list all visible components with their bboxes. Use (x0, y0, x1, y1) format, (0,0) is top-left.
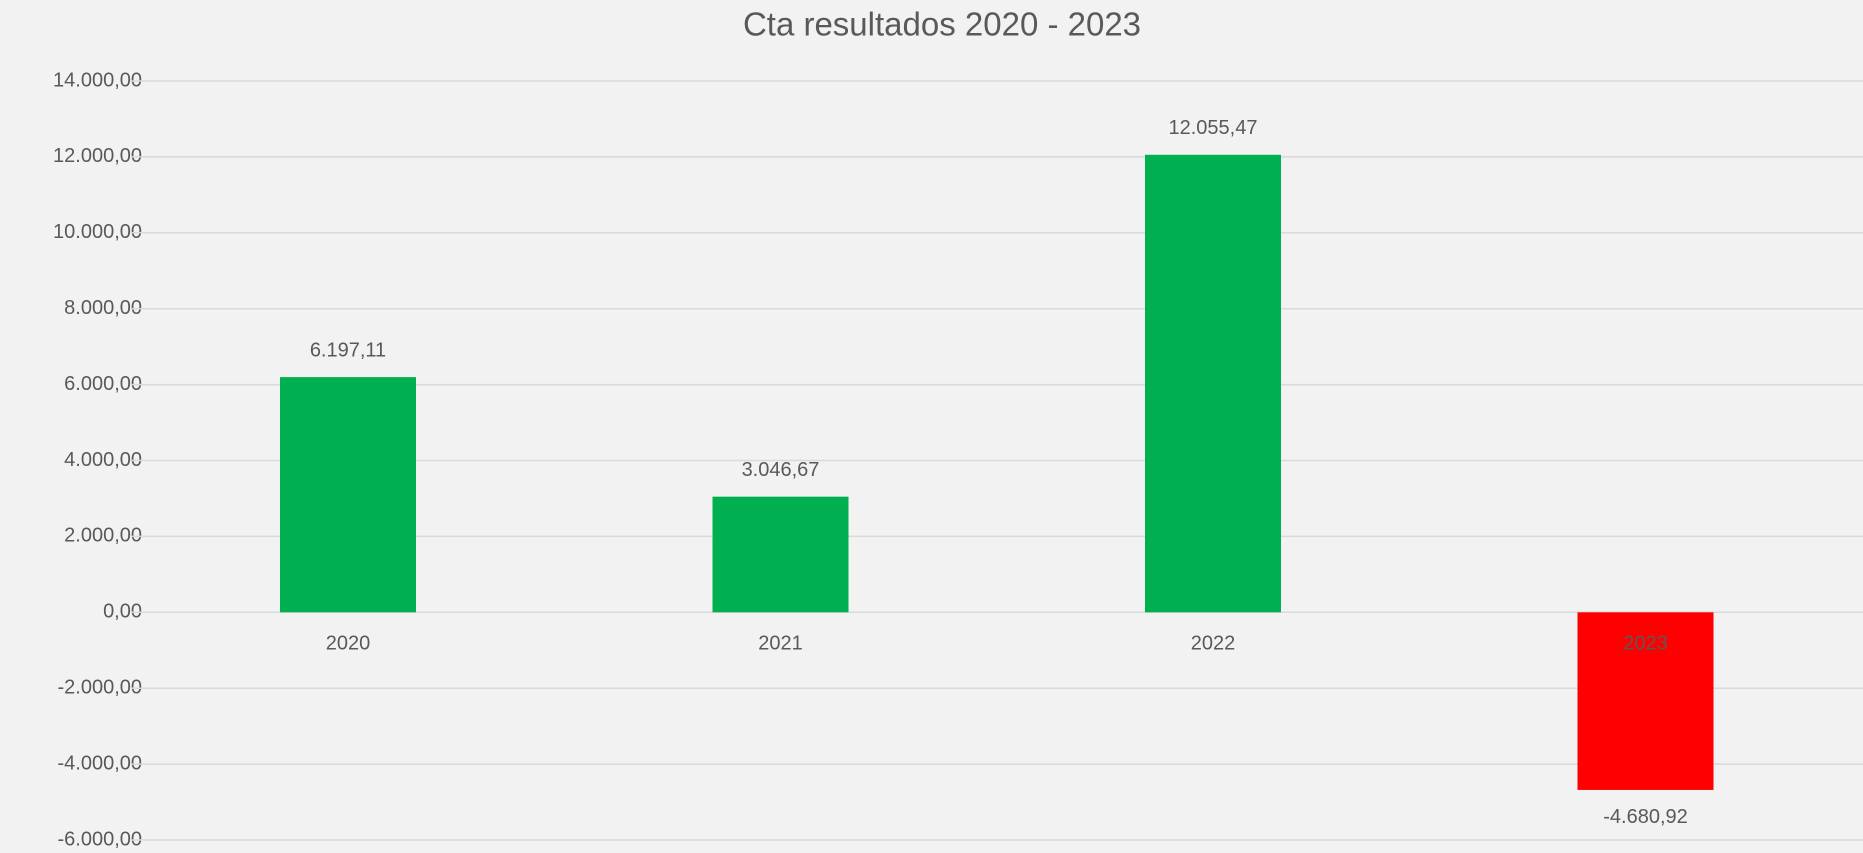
x-tick-label: 2023 (1623, 633, 1668, 655)
y-tick-label: -6.000,00 (57, 828, 142, 850)
y-tick-label: 2.000,00 (64, 525, 142, 547)
y-tick-label: -4.000,00 (57, 752, 142, 774)
y-tick-label: 14.000,00 (53, 69, 142, 91)
data-label: 6.197,11 (310, 339, 386, 361)
bar (1145, 154, 1281, 613)
x-tick-label: 2021 (758, 633, 803, 655)
data-label: -4.680,92 (1603, 806, 1688, 828)
y-tick-label: -2.000,00 (57, 676, 142, 698)
x-tick-label: 2022 (1191, 633, 1236, 655)
bar (280, 377, 416, 613)
x-tick-label: 2020 (326, 633, 371, 655)
bar (1577, 612, 1714, 790)
y-tick-label: 0,00 (103, 601, 142, 623)
y-tick-label: 6.000,00 (64, 373, 142, 395)
y-tick-label: 10.000,00 (53, 221, 142, 243)
y-tick-label: 12.000,00 (53, 145, 142, 167)
bar (712, 496, 849, 613)
chart-title: Cta resultados 2020 - 2023 (743, 6, 1141, 43)
y-tick-label: 8.000,00 (64, 297, 142, 319)
y-tick-label: 4.000,00 (64, 449, 142, 471)
data-label: 3.046,67 (742, 459, 820, 481)
data-label: 12.055,47 (1169, 117, 1258, 139)
